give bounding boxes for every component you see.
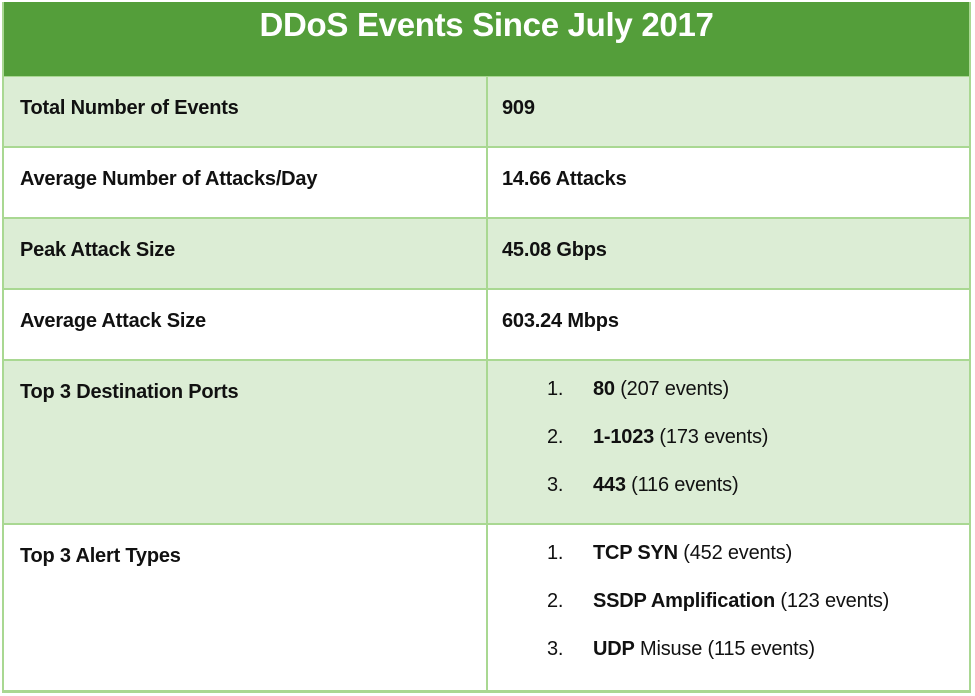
port-value: 80 <box>593 378 615 400</box>
list-item: 3. 443 (116 events) <box>502 474 969 522</box>
list-item: 1. TCP SYN (452 events) <box>502 542 969 590</box>
event-count: (173 events) <box>654 426 769 448</box>
row-value: 45.08 Gbps <box>502 239 607 261</box>
alert-type: TCP SYN <box>593 542 678 564</box>
list-number: 1. <box>547 542 564 564</box>
row-label: Total Number of Events <box>4 77 488 146</box>
row-label: Peak Attack Size <box>4 219 488 288</box>
row-label: Top 3 Destination Ports <box>4 361 488 523</box>
table-title: DDoS Events Since July 2017 <box>259 6 714 43</box>
table-row-total-events: Total Number of Events 909 <box>4 77 969 148</box>
table-row-top-alert-types: Top 3 Alert Types 1. TCP SYN (452 events… <box>4 525 969 690</box>
alert-type: UDP <box>593 638 635 660</box>
list-item: 3. UDP Misuse (115 events) <box>502 638 969 686</box>
alerts-list: 1. TCP SYN (452 events) 2. SSDP Amplific… <box>502 542 969 686</box>
list-item: 1. 80 (207 events) <box>502 378 969 426</box>
event-count: (452 events) <box>677 542 793 564</box>
row-value: 14.66 Attacks <box>502 168 627 190</box>
event-count: Misuse (115 events) <box>634 638 815 660</box>
alert-type: SSDP Amplification <box>593 590 775 612</box>
list-number: 2. <box>547 426 564 448</box>
table-row-average-attacks-per-day: Average Number of Attacks/Day 14.66 Atta… <box>4 148 969 219</box>
event-count: (123 events) <box>775 590 890 612</box>
list-number: 3. <box>547 638 564 660</box>
list-item: 2. SSDP Amplification (123 events) <box>502 590 969 638</box>
event-count: (207 events) <box>614 378 729 400</box>
list-number: 2. <box>547 590 564 612</box>
row-label: Average Attack Size <box>4 290 488 359</box>
row-value: 909 <box>502 97 535 119</box>
table-row-peak-attack-size: Peak Attack Size 45.08 Gbps <box>4 219 969 290</box>
row-label: Average Number of Attacks/Day <box>4 148 488 217</box>
row-label: Top 3 Alert Types <box>4 525 488 690</box>
list-item: 2. 1-1023 (173 events) <box>502 426 969 474</box>
row-value: 603.24 Mbps <box>502 310 619 332</box>
row-value-list: 1. 80 (207 events) 2. 1-1023 (173 events… <box>488 361 969 523</box>
list-number: 1. <box>547 378 564 400</box>
table-row-average-attack-size: Average Attack Size 603.24 Mbps <box>4 290 969 361</box>
port-value: 1-1023 <box>593 426 655 448</box>
list-number: 3. <box>547 474 564 496</box>
table-row-top-destination-ports: Top 3 Destination Ports 1. 80 (207 event… <box>4 361 969 525</box>
row-value-list: 1. TCP SYN (452 events) 2. SSDP Amplific… <box>488 525 969 690</box>
table-title-row: DDoS Events Since July 2017 <box>4 2 969 77</box>
ports-list: 1. 80 (207 events) 2. 1-1023 (173 events… <box>502 378 969 522</box>
event-count: (116 events) <box>625 474 739 496</box>
port-value: 443 <box>593 474 626 496</box>
